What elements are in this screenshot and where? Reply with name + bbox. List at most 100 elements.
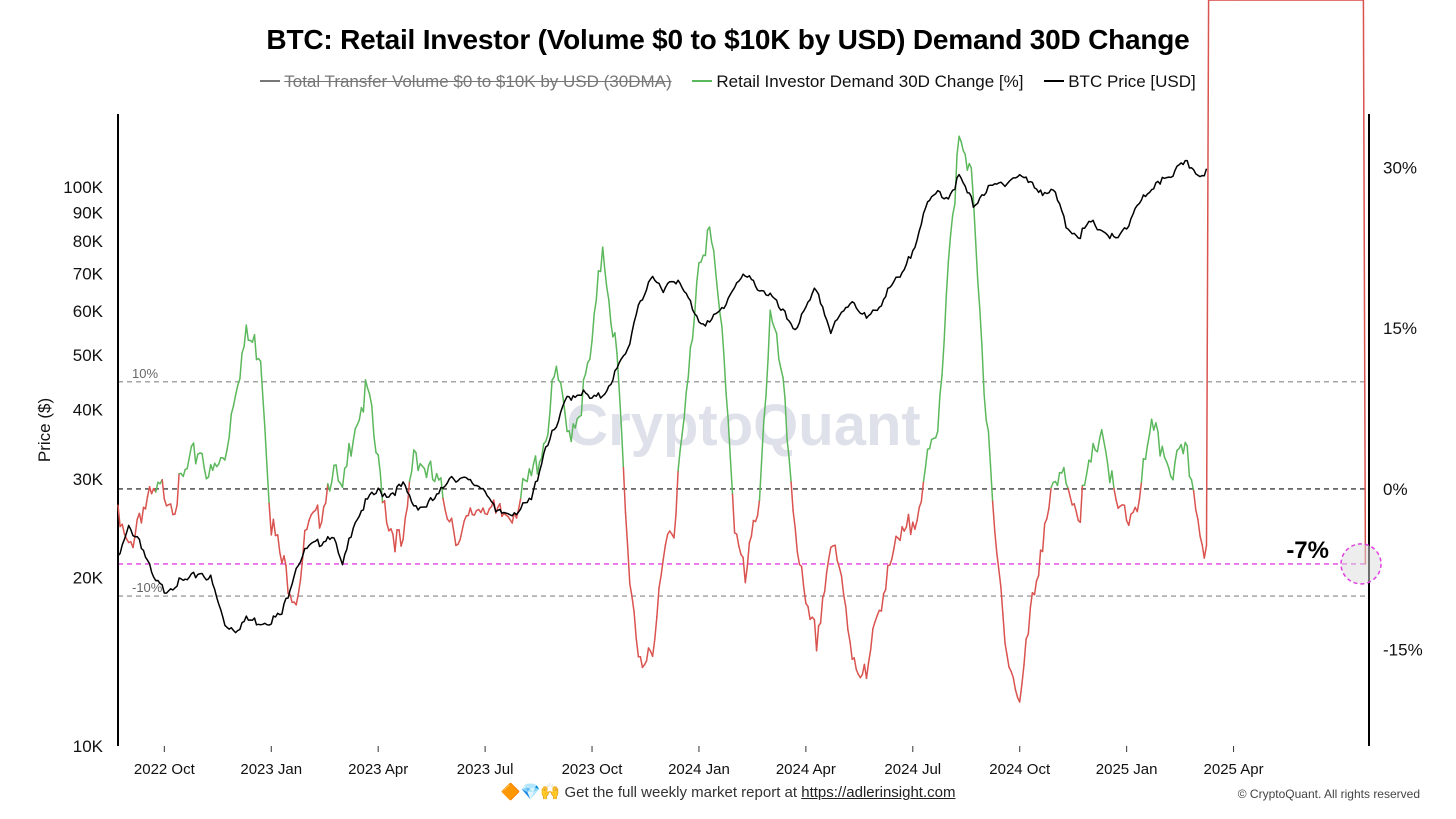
demand-segment <box>140 506 145 524</box>
watermark-text: CryptoQuant <box>566 393 920 458</box>
demand-segment <box>373 434 377 454</box>
demand-segment <box>889 558 893 566</box>
demand-segment <box>1105 450 1109 466</box>
legend-label-total-transfer-volume: Total Transfer Volume $0 to $10K by USD … <box>284 72 672 91</box>
x-tick-label: 2023 Jul <box>457 761 514 778</box>
demand-segment <box>987 430 992 466</box>
demand-segment <box>371 405 375 437</box>
demand-segment <box>400 538 404 547</box>
demand-segment <box>934 430 939 439</box>
demand-segment <box>245 324 250 341</box>
demand-segment <box>134 518 138 537</box>
demand-segment <box>589 340 593 360</box>
demand-segment <box>335 464 340 482</box>
demand-segment <box>356 419 361 426</box>
demand-segment <box>1043 518 1048 525</box>
demand-segment <box>320 506 325 523</box>
demand-segment <box>836 559 841 569</box>
footer-link[interactable]: https://adlerinsight.com <box>801 784 956 801</box>
demand-segment <box>983 393 987 421</box>
demand-segment <box>924 448 929 468</box>
demand-segment <box>1006 654 1010 668</box>
demand-segment <box>945 260 950 297</box>
demand-segment <box>1046 507 1050 520</box>
demand-segment <box>823 571 828 593</box>
demand-segment <box>1083 473 1088 486</box>
demand-segment <box>819 597 824 624</box>
demand-segment <box>555 365 560 382</box>
demand-segment <box>299 557 304 581</box>
legend-item-total-transfer-volume[interactable]: Total Transfer Volume $0 to $10K by USD … <box>260 72 672 92</box>
demand-segment <box>758 458 763 501</box>
demand-segment <box>876 609 881 617</box>
demand-segment <box>1010 670 1015 679</box>
demand-segment <box>872 621 876 630</box>
demand-segment <box>738 545 742 556</box>
demand-segment <box>1192 490 1197 511</box>
demand-segment <box>224 448 228 461</box>
demand-segment <box>591 313 595 342</box>
demand-segment <box>909 521 914 536</box>
demand-segment <box>765 357 769 397</box>
demand-segment <box>1144 444 1149 461</box>
demand-segment <box>230 405 235 415</box>
demand-segment <box>1100 428 1105 442</box>
demand-segment <box>907 513 912 536</box>
demand-segment <box>452 530 457 547</box>
demand-segment <box>1190 479 1195 492</box>
demand-segment <box>656 587 660 618</box>
demand-segment <box>580 379 585 417</box>
footer-text: Get the full weekly market report at <box>564 784 798 801</box>
demand-segment <box>1362 0 1367 565</box>
demand-segment <box>998 568 1002 588</box>
demand-segment <box>517 497 522 511</box>
demand-segment <box>790 481 794 512</box>
demand-segment <box>461 520 465 531</box>
y-left-tick-label: 40K <box>73 400 104 419</box>
demand-segment <box>1172 461 1176 481</box>
demand-segment <box>1004 642 1008 656</box>
demand-segment <box>394 528 398 553</box>
demand-segment <box>956 135 960 156</box>
legend-label-retail-demand: Retail Investor Demand 30D Change [%] <box>716 72 1024 91</box>
demand-segment <box>486 507 491 516</box>
demand-segment <box>417 462 421 472</box>
demand-segment <box>849 641 853 661</box>
demand-segment <box>218 456 222 465</box>
demand-segment <box>1115 498 1119 509</box>
demand-segment <box>1008 666 1012 673</box>
demand-segment <box>825 557 830 573</box>
demand-segment <box>295 593 300 606</box>
demand-segment <box>771 321 776 329</box>
demand-segment <box>285 564 289 595</box>
demand-segment <box>620 424 625 469</box>
legend-swatch-gray <box>260 79 281 82</box>
demand-segment <box>331 464 335 483</box>
demand-segment <box>1090 442 1094 463</box>
demand-segment <box>482 507 486 515</box>
demand-segment <box>279 551 283 564</box>
demand-segment <box>606 286 610 301</box>
demand-segment <box>1174 449 1178 464</box>
y-left-tick-label: 30K <box>73 470 104 489</box>
demand-segment <box>259 360 264 396</box>
demand-segment <box>174 504 178 515</box>
legend-item-retail-demand[interactable]: Retail Investor Demand 30D Change [%] <box>692 72 1023 92</box>
demand-segment <box>1138 481 1143 501</box>
demand-segment <box>746 541 751 568</box>
demand-segment <box>435 472 440 481</box>
demand-segment <box>658 574 662 590</box>
demand-segment <box>731 493 736 534</box>
demand-segment <box>364 379 369 389</box>
demand-segment <box>144 495 149 510</box>
demand-segment <box>574 418 579 429</box>
reference-line-label: 10% <box>132 366 158 381</box>
demand-segment <box>121 523 126 535</box>
demand-segment <box>1165 461 1170 469</box>
demand-segment <box>742 556 747 584</box>
y-left-tick-label: 50K <box>73 346 104 365</box>
demand-segment <box>838 566 843 577</box>
demand-segment <box>1021 663 1025 685</box>
legend-item-btc-price[interactable]: BTC Price [USD] <box>1044 72 1196 92</box>
demand-segment <box>834 544 838 562</box>
